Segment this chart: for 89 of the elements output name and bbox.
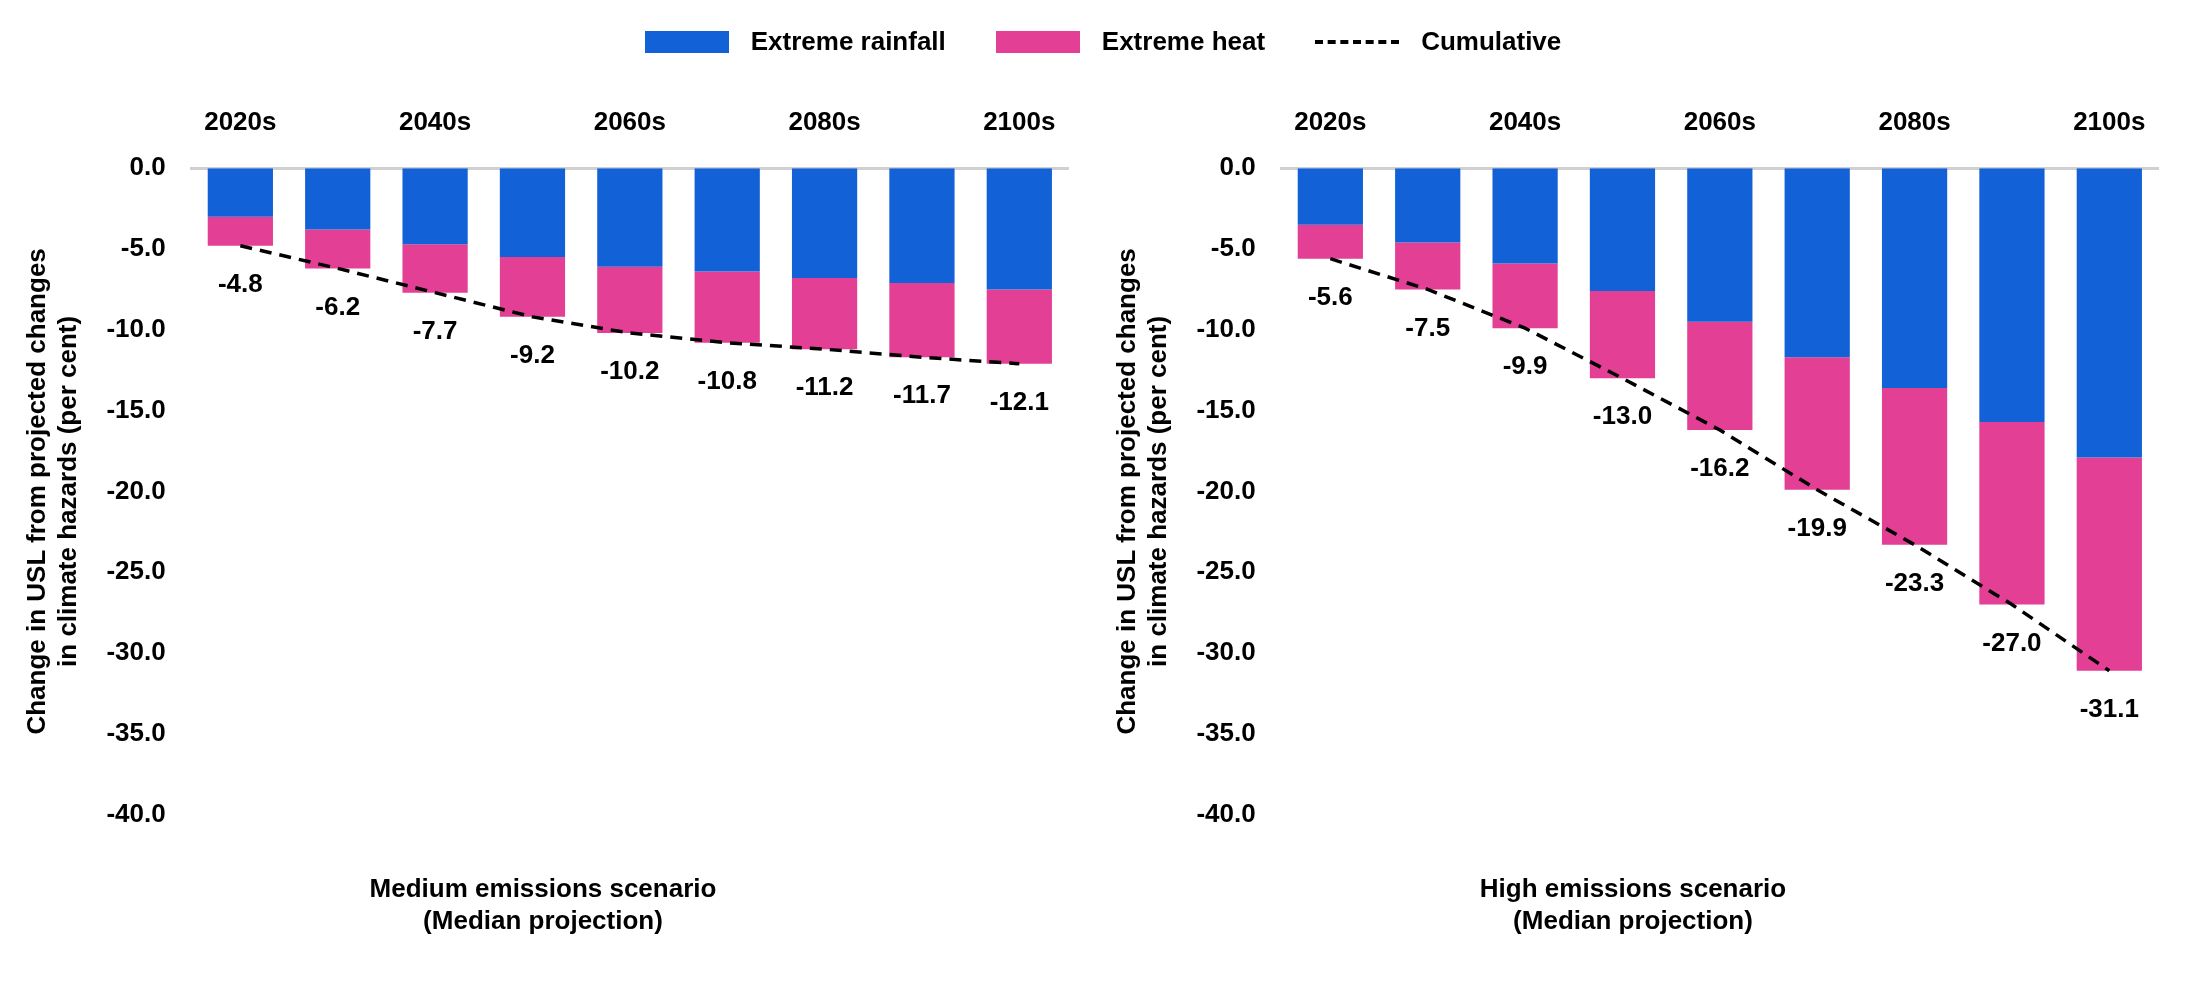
data-label: -11.7 — [893, 379, 951, 410]
data-label: -9.2 — [510, 339, 555, 370]
data-label: -27.0 — [1982, 626, 2042, 657]
y-tick-label: -30.0 — [106, 636, 166, 667]
bar — [499, 168, 566, 258]
data-label: -7.7 — [412, 314, 458, 345]
legend-label: Extreme rainfall — [750, 26, 946, 57]
x-tick-label: 2060s — [593, 105, 666, 136]
data-label: -13.0 — [1592, 400, 1653, 431]
y-tick-label: -25.0 — [106, 555, 166, 586]
y-tick-label: -15.0 — [106, 393, 166, 424]
y-tick-label: -25.0 — [1196, 555, 1256, 586]
bar — [2076, 457, 2142, 671]
x-axis-title: Medium emissions scenario (Median projection) — [369, 873, 717, 935]
bar — [207, 168, 273, 217]
bar — [1395, 168, 1461, 243]
legend-label: Extreme heat — [1101, 26, 1266, 57]
y-tick-label: -40.0 — [106, 797, 166, 828]
bar — [402, 168, 468, 245]
bar — [207, 216, 273, 246]
bar — [986, 168, 1052, 290]
y-tick-label: -30.0 — [1196, 636, 1256, 667]
bar — [2076, 168, 2142, 458]
data-label: -6.2 — [315, 290, 361, 321]
bar — [1492, 263, 1558, 329]
data-label: -23.3 — [1884, 566, 1945, 597]
data-label: -10.8 — [697, 364, 757, 395]
bar — [1979, 168, 2045, 422]
bar — [694, 168, 760, 272]
bar — [1784, 357, 1850, 490]
bar — [889, 282, 955, 358]
x-tick-label: 2020s — [204, 105, 277, 136]
data-label: -19.9 — [1787, 511, 1847, 542]
bar — [986, 289, 1052, 364]
y-tick-label: 0.0 — [1219, 151, 1256, 182]
y-axis-title: Change in USL from projected changes in climate hazards (per cent) — [20, 248, 82, 735]
x-tick-label: 2060s — [1683, 105, 1756, 136]
data-label: -4.8 — [217, 267, 263, 298]
y-tick-label: -20.0 — [1196, 474, 1256, 505]
data-label: -9.9 — [1502, 350, 1548, 381]
y-tick-label: 0.0 — [129, 151, 166, 182]
bar — [1297, 224, 1363, 259]
data-label: -10.2 — [600, 355, 660, 386]
bar — [1881, 168, 1948, 388]
y-tick-label: -15.0 — [1196, 393, 1256, 424]
y-tick-label: -5.0 — [120, 232, 166, 263]
bar — [694, 271, 760, 343]
bar — [1589, 291, 1656, 379]
bar — [305, 229, 371, 269]
bar — [1784, 168, 1850, 358]
bar — [791, 168, 858, 279]
bar — [1395, 242, 1461, 290]
data-label: -11.2 — [795, 371, 854, 402]
bar — [1979, 421, 2045, 605]
x-tick-label: 2100s — [983, 105, 1056, 136]
bar — [1881, 387, 1948, 545]
legend-label: Cumulative — [1421, 26, 1562, 57]
y-tick-label: -35.0 — [1196, 716, 1256, 747]
bar — [499, 257, 566, 317]
bar — [305, 168, 371, 230]
data-label: -16.2 — [1690, 452, 1750, 483]
bar — [889, 168, 955, 283]
y-tick-label: -40.0 — [1196, 797, 1256, 828]
bar — [1589, 168, 1656, 292]
x-axis-title: High emissions scenario (Median projection) — [1479, 873, 1787, 935]
bar — [597, 266, 663, 334]
y-tick-label: -5.0 — [1210, 232, 1256, 263]
y-tick-label: -10.0 — [1196, 312, 1256, 343]
bar — [597, 168, 663, 267]
bar — [1687, 321, 1753, 430]
x-tick-label: 2080s — [1878, 105, 1951, 136]
data-label: -12.1 — [989, 385, 1049, 416]
bar — [791, 278, 858, 350]
bar — [1687, 168, 1753, 322]
x-tick-label: 2020s — [1294, 105, 1367, 136]
data-label: -31.1 — [2079, 692, 2139, 723]
bar — [1492, 168, 1558, 264]
y-tick-label: -35.0 — [106, 716, 166, 747]
x-tick-label: 2100s — [2073, 105, 2146, 136]
x-tick-label: 2040s — [398, 105, 472, 136]
x-tick-label: 2040s — [1488, 105, 1562, 136]
x-tick-label: 2080s — [788, 105, 861, 136]
data-label: -5.6 — [1307, 280, 1353, 311]
y-axis-title: Change in USL from projected changes in climate hazards (per cent) — [1110, 248, 1172, 735]
data-label: -7.5 — [1405, 311, 1451, 342]
bar — [1297, 168, 1363, 225]
y-tick-label: -10.0 — [106, 312, 166, 343]
y-tick-label: -20.0 — [106, 474, 166, 505]
bar — [402, 244, 468, 293]
